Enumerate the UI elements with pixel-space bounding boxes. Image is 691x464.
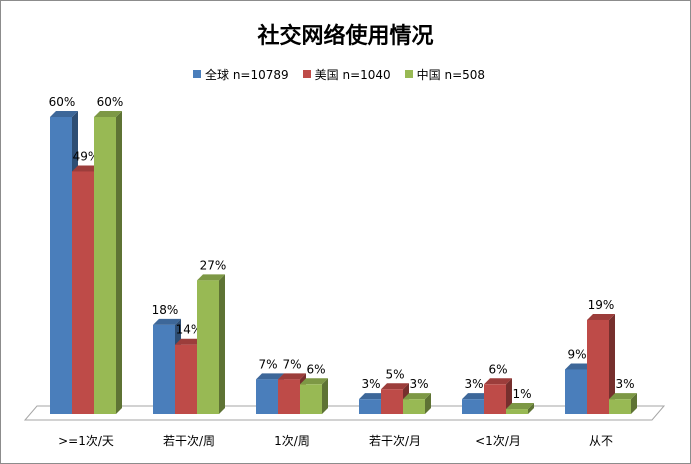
category-label: 若干次/月 (369, 434, 421, 448)
bar-value-label: 14% (176, 323, 203, 337)
legend-swatch (302, 70, 311, 78)
legend-label: 中国 n=508 (416, 67, 486, 82)
bar-value-label: 5% (385, 367, 404, 381)
bar (300, 378, 328, 414)
category-label: 从不 (589, 434, 613, 448)
bar (506, 403, 534, 414)
category-label: 1次/周 (274, 434, 310, 448)
bar (256, 373, 284, 414)
bar (197, 274, 225, 414)
bar-value-label: 1% (512, 387, 531, 401)
legend-label: 美国 n=1040 (314, 67, 391, 82)
bar-value-label: 27% (200, 258, 227, 272)
chart-title: 社交网络使用情况 (257, 24, 434, 49)
bar (587, 313, 615, 414)
bar-value-label: 6% (306, 362, 325, 376)
bar-value-label: 7% (258, 357, 277, 371)
bar-value-label: 3% (409, 377, 428, 391)
bar-value-label: 3% (361, 377, 380, 391)
legend-item: 全球 n=10789 (193, 66, 289, 83)
legend-label: 全球 n=10789 (205, 67, 289, 82)
bar-value-label: 6% (488, 362, 507, 376)
bar-value-label: 3% (615, 377, 634, 391)
legend-item: 美国 n=1040 (302, 66, 391, 83)
legend-swatch (193, 70, 201, 78)
chart-legend: 全球 n=10789 美国 n=1040 中国 n=508 (193, 66, 485, 82)
bar-value-label: 19% (588, 298, 615, 312)
bar-value-label: 60% (97, 95, 124, 109)
bar (484, 378, 512, 414)
bar-value-label: 49% (73, 149, 100, 163)
bar (403, 393, 431, 414)
category-label: <1次/月 (475, 434, 521, 448)
bar-value-label: 9% (567, 347, 586, 361)
bar (94, 111, 122, 414)
bar-value-label: 7% (282, 357, 301, 371)
legend-item: 中国 n=508 (404, 66, 486, 83)
category-label: 若干次/周 (163, 434, 215, 448)
category-label: >=1次/天 (58, 434, 114, 448)
bar (609, 393, 637, 414)
bar-value-label: 3% (464, 377, 483, 391)
bar-value-label: 60% (49, 95, 76, 109)
legend-swatch (404, 70, 413, 78)
bar-value-label: 18% (152, 303, 179, 317)
